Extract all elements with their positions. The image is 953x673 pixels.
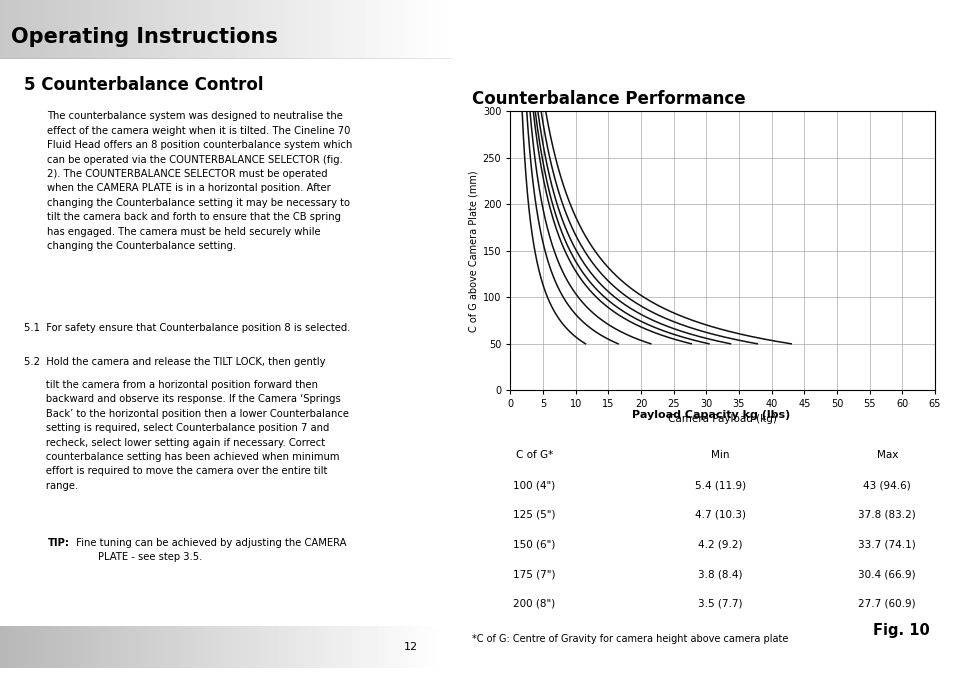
- Y-axis label: C of G above Camera Plate (mm): C of G above Camera Plate (mm): [468, 170, 478, 332]
- Text: 37.8 (83.2): 37.8 (83.2): [858, 510, 915, 520]
- Text: 43 (94.6): 43 (94.6): [862, 480, 910, 490]
- Text: Payload Capacity kg (lbs): Payload Capacity kg (lbs): [631, 410, 789, 420]
- Text: Max: Max: [876, 450, 897, 460]
- Text: Min: Min: [710, 450, 729, 460]
- Text: 27.7 (60.9): 27.7 (60.9): [858, 599, 915, 609]
- Text: 100 (4"): 100 (4"): [513, 480, 555, 490]
- Text: Counterbalance Performance: Counterbalance Performance: [472, 90, 745, 108]
- Text: 4.2 (9.2): 4.2 (9.2): [698, 540, 741, 549]
- Text: *C of G: Centre of Gravity for camera height above camera plate: *C of G: Centre of Gravity for camera he…: [472, 635, 788, 645]
- Text: 12: 12: [403, 642, 417, 651]
- Text: 200 (8"): 200 (8"): [513, 599, 555, 609]
- Text: 5.4 (11.9): 5.4 (11.9): [694, 480, 745, 490]
- Text: Fine tuning can be achieved by adjusting the CAMERA
        PLATE - see step 3.5: Fine tuning can be achieved by adjusting…: [73, 538, 346, 563]
- Text: Fig. 10: Fig. 10: [873, 623, 929, 637]
- Text: 33.7 (74.1): 33.7 (74.1): [858, 540, 915, 549]
- Text: 30.4 (66.9): 30.4 (66.9): [858, 569, 915, 579]
- Text: tilt the camera from a horizontal position forward then
       backward and obse: tilt the camera from a horizontal positi…: [24, 380, 349, 491]
- Text: 3.5 (7.7): 3.5 (7.7): [698, 599, 741, 609]
- Text: 125 (5"): 125 (5"): [513, 510, 555, 520]
- Text: TIP:: TIP:: [48, 538, 70, 548]
- Text: The counterbalance system was designed to neutralise the
effect of the camera we: The counterbalance system was designed t…: [48, 112, 353, 251]
- Text: 4.7 (10.3): 4.7 (10.3): [694, 510, 745, 520]
- Text: 3.8 (8.4): 3.8 (8.4): [698, 569, 741, 579]
- Text: C of G*: C of G*: [515, 450, 553, 460]
- Text: 5.2  Hold the camera and release the TILT LOCK, then gently: 5.2 Hold the camera and release the TILT…: [24, 357, 325, 367]
- X-axis label: Camera Payload (kg): Camera Payload (kg): [667, 413, 777, 423]
- Text: 5 Counterbalance Control: 5 Counterbalance Control: [24, 76, 263, 94]
- Text: Operating Instructions: Operating Instructions: [11, 27, 278, 46]
- Text: 175 (7"): 175 (7"): [513, 569, 555, 579]
- Text: 150 (6"): 150 (6"): [513, 540, 555, 549]
- Text: 5.1  For safety ensure that Counterbalance position 8 is selected.: 5.1 For safety ensure that Counterbalanc…: [24, 323, 350, 333]
